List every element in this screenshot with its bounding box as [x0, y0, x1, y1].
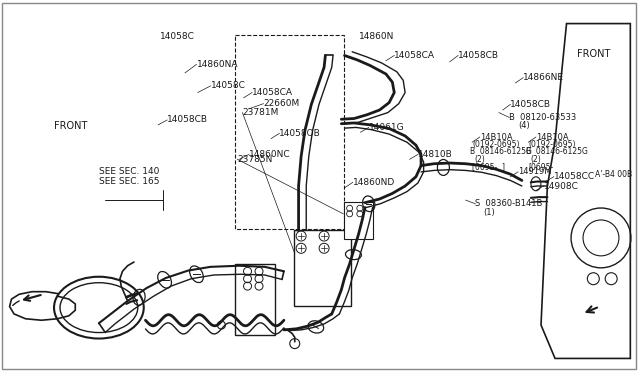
Text: (4): (4): [518, 121, 530, 131]
FancyBboxPatch shape: [344, 202, 373, 238]
Text: 14B10A: 14B10A: [536, 132, 568, 142]
Text: FRONT: FRONT: [54, 121, 88, 131]
Text: (2): (2): [531, 155, 541, 164]
Text: (2): (2): [475, 155, 485, 164]
Text: 14058C: 14058C: [211, 81, 245, 90]
Text: 14810B: 14810B: [418, 150, 452, 159]
Text: 14908C: 14908C: [543, 182, 579, 190]
Text: 14058CB: 14058CB: [458, 51, 499, 60]
Text: (0192-0695): (0192-0695): [528, 140, 576, 149]
Text: 14B10A: 14B10A: [480, 132, 513, 142]
Text: 23785N: 23785N: [237, 155, 273, 164]
Text: [0695-: [0695-: [528, 162, 554, 171]
Text: B  08120-63533: B 08120-63533: [509, 113, 577, 122]
Text: SEE SEC. 165: SEE SEC. 165: [99, 177, 159, 186]
Text: [0695-  ]: [0695- ]: [472, 162, 505, 171]
Text: 14058ΟB: 14058ΟB: [280, 129, 321, 138]
Text: 14860N: 14860N: [359, 32, 394, 41]
Text: 14058CC: 14058CC: [554, 172, 595, 181]
Text: 14058CB: 14058CB: [510, 100, 552, 109]
Text: (0192-0695): (0192-0695): [472, 140, 520, 149]
Text: S  08360-B141B: S 08360-B141B: [476, 199, 543, 208]
Text: 14919M: 14919M: [518, 167, 552, 176]
Text: B  08146-6125G: B 08146-6125G: [470, 147, 531, 156]
Text: FRONT: FRONT: [577, 49, 611, 60]
Text: 14058CA: 14058CA: [252, 88, 293, 97]
Text: (1): (1): [484, 208, 495, 217]
Text: 14866NE: 14866NE: [523, 73, 564, 82]
Text: 14860NC: 14860NC: [249, 150, 291, 159]
Text: A'-B4 00B: A'-B4 00B: [595, 170, 632, 179]
FancyBboxPatch shape: [294, 230, 351, 306]
Text: 22660M: 22660M: [264, 99, 300, 108]
Text: 14058CB: 14058CB: [167, 115, 208, 125]
Bar: [235, 35, 344, 229]
Text: 23781M: 23781M: [243, 108, 279, 117]
FancyBboxPatch shape: [235, 264, 275, 336]
Text: B  08146-6125G: B 08146-6125G: [525, 147, 588, 156]
Text: 14058C: 14058C: [160, 32, 195, 41]
Text: 14860ND: 14860ND: [353, 178, 395, 187]
Text: 14058CA: 14058CA: [394, 51, 435, 60]
Text: SEE SEC. 140: SEE SEC. 140: [99, 167, 159, 176]
Text: 14860NA: 14860NA: [196, 60, 238, 69]
Text: 14061G: 14061G: [369, 123, 404, 132]
